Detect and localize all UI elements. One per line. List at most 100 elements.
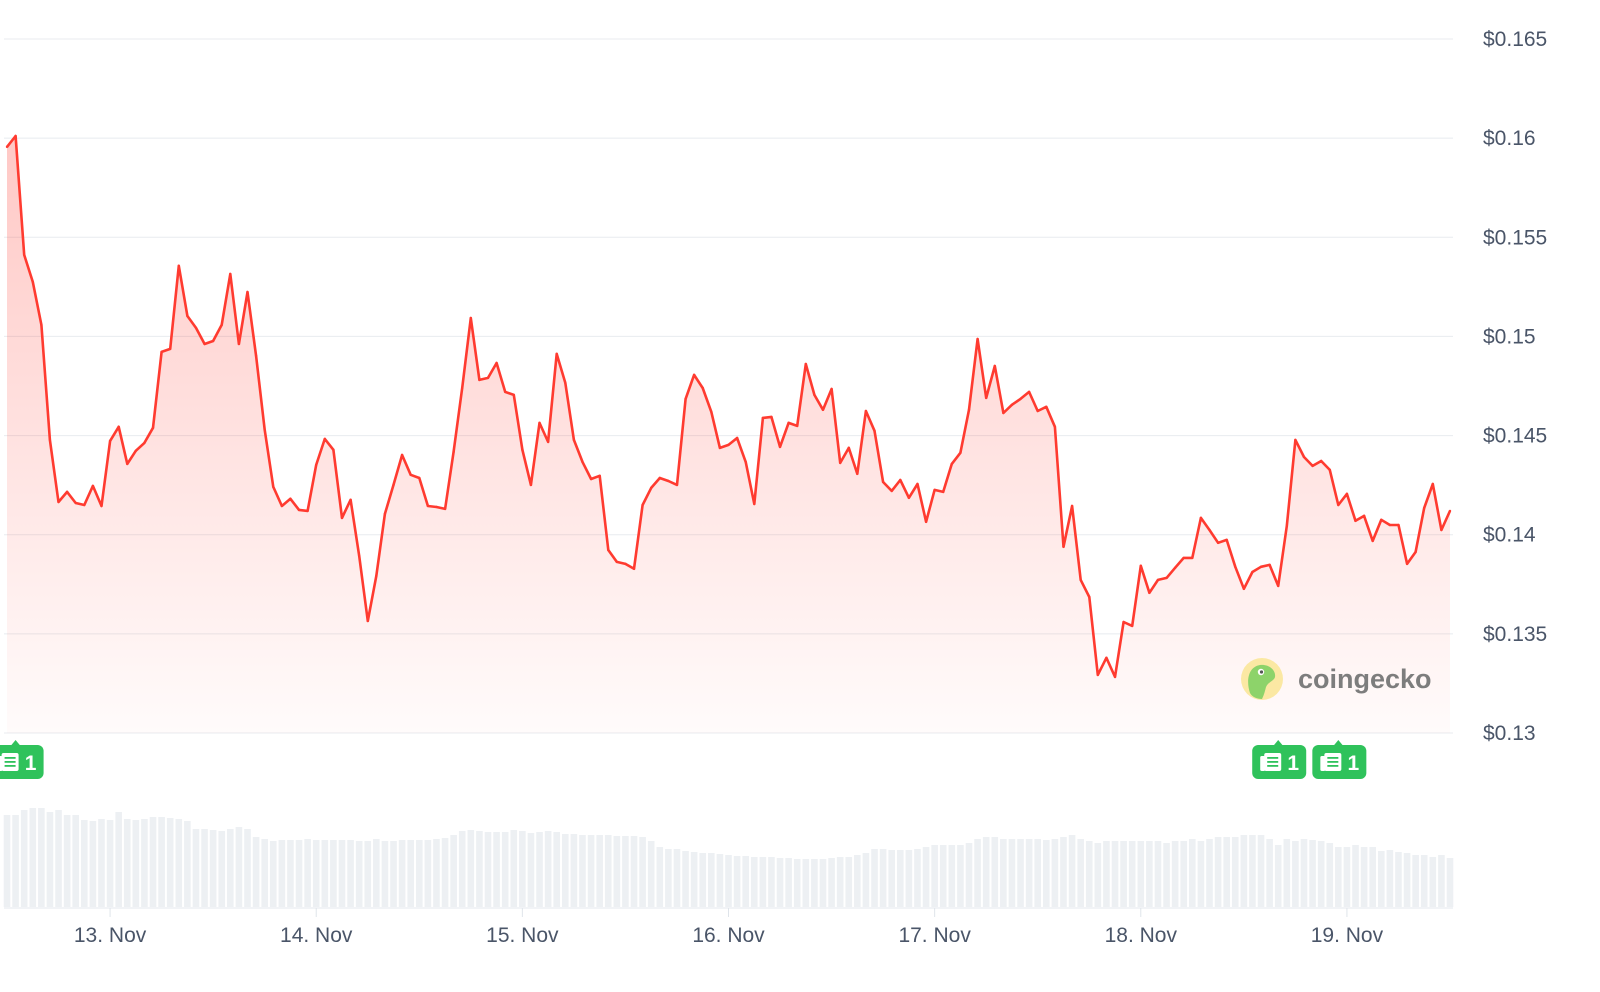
price-point [701, 386, 704, 390]
volume-bar [287, 840, 294, 907]
volume-bar [261, 839, 268, 907]
volume-bar [733, 856, 741, 907]
volume-bar [905, 850, 913, 907]
news-marker-pointer [10, 740, 21, 746]
volume-bar [1017, 839, 1024, 907]
price-point [1431, 482, 1435, 486]
volume-bar [510, 830, 518, 907]
price-point [1311, 464, 1314, 468]
volume-bar [716, 854, 724, 907]
price-point [1036, 409, 1039, 413]
volume-bar [201, 829, 208, 907]
volume-bar [81, 820, 88, 907]
x-tick-label: 16. Nov [692, 924, 765, 947]
volume-bar [896, 850, 904, 907]
volume-bar [725, 855, 732, 907]
price-point [1388, 523, 1392, 527]
volume-bar [553, 832, 561, 907]
volume-bar [467, 830, 475, 907]
price-point [1208, 528, 1211, 532]
news-count: 1 [1347, 752, 1359, 775]
volume-bar [1395, 852, 1402, 907]
volume-bar [12, 815, 19, 907]
price-point [237, 342, 241, 346]
volume-bar [922, 847, 930, 907]
volume-bar [854, 855, 861, 907]
volume-bar [1249, 835, 1256, 907]
volume-bar [63, 815, 71, 907]
price-point [847, 446, 850, 450]
volume-bar [1154, 841, 1162, 907]
volume-bar [1068, 835, 1076, 907]
volume-bar [587, 835, 595, 907]
volume-bar [1197, 841, 1205, 907]
price-point [272, 485, 275, 489]
price-point [134, 449, 138, 453]
price-point [1277, 584, 1280, 588]
volume-bar [450, 835, 457, 907]
price-point [658, 476, 661, 480]
volume-bar [158, 817, 165, 907]
volume-bar [613, 836, 621, 907]
price-point [211, 339, 215, 343]
price-point [1096, 673, 1100, 677]
volume-bar [888, 850, 895, 907]
volume-bar [742, 856, 749, 907]
price-point [641, 503, 644, 507]
price-point [993, 364, 996, 368]
price-point [297, 508, 301, 512]
volume-bar [1163, 843, 1170, 907]
price-point [761, 416, 765, 420]
news-marker[interactable]: 1 [1252, 740, 1307, 779]
volume-bar [570, 834, 578, 907]
volume-bar [115, 812, 122, 907]
price-point [512, 393, 515, 397]
price-point [254, 354, 258, 358]
price-point [984, 396, 988, 400]
news-marker[interactable]: 1 [1312, 740, 1367, 779]
volume-bar [982, 837, 990, 907]
volume-bar [1000, 839, 1007, 907]
price-point [74, 501, 77, 505]
price-point [830, 387, 833, 391]
price-point [924, 520, 928, 524]
price-point [495, 361, 498, 365]
price-point [48, 438, 52, 442]
volume-bar [1274, 845, 1282, 907]
price-point [710, 410, 713, 413]
price-point [529, 483, 533, 487]
price-point [280, 504, 284, 508]
price-point [555, 352, 558, 356]
price-point [1259, 565, 1263, 569]
volume-bar [1137, 841, 1145, 907]
price-point [383, 512, 387, 516]
volume-bar [1352, 845, 1359, 907]
price-point [692, 373, 696, 377]
volume-bar [750, 857, 758, 907]
price-point [1053, 425, 1057, 429]
x-tick-label: 19. Nov [1311, 924, 1384, 947]
price-point [306, 509, 309, 513]
volume-bar [622, 836, 629, 907]
volume-bar [1360, 847, 1368, 907]
price-point [203, 342, 206, 346]
news-marker[interactable]: 1 [0, 740, 44, 779]
volume-bar [562, 834, 569, 907]
price-point [1122, 620, 1125, 624]
price-point [1294, 438, 1297, 442]
volume-bar [458, 831, 466, 907]
price-point [1199, 516, 1203, 520]
watermark-text: coingecko [1298, 664, 1432, 694]
price-point [933, 488, 936, 492]
volume-bar [493, 832, 500, 907]
volume-bar [72, 815, 80, 907]
price-point [151, 426, 155, 430]
volume-bar [544, 831, 552, 907]
price-point [357, 554, 361, 558]
price-point [392, 483, 395, 487]
volume-bar [673, 849, 681, 907]
volume-bar [665, 849, 672, 907]
price-point [873, 429, 876, 433]
volume-bar [768, 857, 775, 907]
volume-bar [519, 831, 526, 907]
